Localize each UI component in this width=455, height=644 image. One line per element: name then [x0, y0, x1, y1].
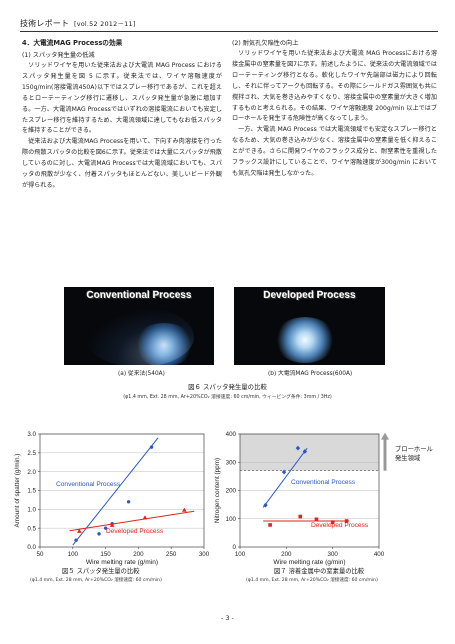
photo-label-conventional: Conventional Process: [86, 290, 192, 301]
data-point: [314, 517, 319, 522]
trend-line: [262, 447, 308, 508]
figure5-title: 図５ スパッタ発生量の比較: [62, 568, 140, 575]
x-tick-label: 250: [166, 551, 177, 558]
x-tick-label: 200: [281, 551, 292, 558]
x-tick-label: 50: [37, 551, 44, 558]
x-tick-label: 400: [374, 551, 385, 558]
right-paragraph-2: 一方、大電流 MAG Process では大電流領域でも安定なスプレー移行となる…: [232, 126, 437, 177]
y-tick-label: 0.5: [27, 525, 36, 532]
data-point: [182, 507, 187, 512]
figure6-subtitle: (φ1.4 mm, Ext. 28 mm, Ar+20%CO₂ 溶接速度: 60…: [123, 395, 332, 400]
spatter-chart-svg: 0.0 0.5 1.0 1.5 2.0 2.5 3.0 50 100 150 200 250 300 Wi…: [14, 431, 210, 566]
subsection-title-1: (1) スパッタ発生量の低減: [22, 52, 95, 59]
x-tick-label: 300: [328, 551, 339, 558]
left-paragraph-1: ソリッドワイヤを用いた従来法および大電流 MAG Process におけるスパッ…: [22, 62, 222, 135]
left-column: 4．大電流MAG Processの効果 (1) スパッタ発生量の低減 ソリッドワ…: [22, 38, 222, 192]
data-point: [97, 532, 101, 536]
y-tick-label: 1.5: [27, 488, 36, 495]
series-label: Developed Process: [106, 528, 164, 535]
y-tick-label: 0: [233, 544, 237, 551]
y-axis-label: Amount of spatter (g/min.): [14, 454, 21, 528]
section-title: 4．大電流MAG Processの効果: [22, 39, 123, 47]
x-axis-label: Wire melting rate (g/min): [86, 559, 158, 566]
data-point: [281, 469, 287, 475]
photo-caption-left: (a) 従来法(540A): [118, 371, 165, 377]
figure5-chart: 0.0 0.5 1.0 1.5 2.0 2.5 3.0 50 100 150 200 250 300 Wi…: [0, 420, 225, 568]
blowhole-arrow-head: [381, 432, 389, 440]
y-tick-label: 200: [226, 488, 237, 495]
data-point: [109, 522, 115, 527]
y-tick-label: 0.0: [27, 544, 36, 551]
data-point: [344, 519, 349, 523]
x-tick-label: 300: [199, 551, 210, 558]
header-rule: [20, 31, 438, 32]
y-tick-label: 1.0: [27, 507, 36, 514]
x-tick-label: 100: [68, 551, 79, 558]
figure7-subtitle: (φ1.4 mm, Ext. 28 mm, Ar+20%CO₂ 溶接速度: 60…: [246, 578, 378, 583]
report-header-title: 技術レポート: [20, 19, 70, 28]
series-label: Conventional Process: [291, 479, 356, 486]
y-axis-label: Nitrogen content (ppm): [214, 458, 221, 523]
x-tick-label: 100: [235, 551, 246, 558]
x-tick-label: 150: [100, 551, 111, 558]
figure7-chart: 0 100 200 300 400 100 200 300 400 Wire melting ra…: [214, 420, 455, 568]
figure6-title: 図６ スパッタ発生量の比較: [188, 383, 267, 391]
y-tick-label: 300: [226, 459, 237, 466]
y-tick-label: 3.0: [27, 431, 36, 438]
report-header: 技術レポート [vol.52 2012－11]: [20, 18, 136, 29]
data-point: [77, 528, 82, 533]
arc-glow: [274, 317, 336, 363]
data-point: [298, 514, 303, 519]
trend-line: [69, 510, 195, 532]
data-point: [295, 445, 301, 451]
spatter-glow: [84, 307, 194, 365]
y-tick-label: 2.0: [27, 469, 36, 476]
arc-glow: [134, 323, 194, 365]
left-paragraph-2: 従来法および大電流MAG Processを用いて、下向すみ肉溶接を行った際の飛散…: [22, 138, 222, 189]
subsection-title-2: (2) 耐気孔欠陥性の向上: [232, 40, 299, 47]
data-point: [74, 538, 78, 542]
x-tick-label: 200: [133, 551, 144, 558]
x-axis-label: Wire melting rate (g/min): [273, 559, 345, 566]
right-column: (2) 耐気孔欠陥性の向上 ソリッドワイヤを用いた従来法および大電流 MAG P…: [232, 38, 437, 180]
data-point: [142, 515, 148, 520]
series-label: Developed Process: [311, 522, 369, 529]
data-point: [103, 526, 108, 530]
y-tick-label: 400: [226, 431, 237, 438]
blowhole-label: ブローホール: [395, 444, 433, 453]
data-point: [302, 449, 308, 454]
figure7-title: 図７ 溶着金属中の窒素量の比較: [274, 568, 365, 575]
photo-label-developed: Developed Process: [263, 290, 356, 301]
y-tick-label: 2.5: [27, 450, 36, 457]
trend-line: [72, 437, 159, 546]
data-point: [149, 445, 154, 449]
data-point: [126, 500, 131, 504]
y-tick-label: 100: [226, 516, 237, 523]
page-number: - 3 -: [221, 614, 234, 622]
report-header-volume: [vol.52 2012－11]: [73, 20, 136, 28]
developed-process-photo: Developed Process: [234, 287, 385, 365]
series-label: Conventional Process: [56, 481, 121, 488]
data-point: [330, 520, 335, 524]
data-point: [268, 523, 272, 527]
conventional-process-photo: Conventional Process: [64, 287, 214, 365]
blowhole-region: [240, 434, 379, 471]
blowhole-label: 発生領域: [395, 453, 421, 462]
figure5-subtitle: (φ1.4 mm, Ext. 28 mm, Ar+20%CO₂ 溶接速度: 60…: [30, 578, 162, 583]
right-paragraph-1: ソリッドワイヤを用いた従来法および大電流 MAG Processにおける溶接金属…: [232, 50, 437, 123]
photo-caption-right: (b) 大電流MAG Process(600A): [268, 371, 353, 377]
